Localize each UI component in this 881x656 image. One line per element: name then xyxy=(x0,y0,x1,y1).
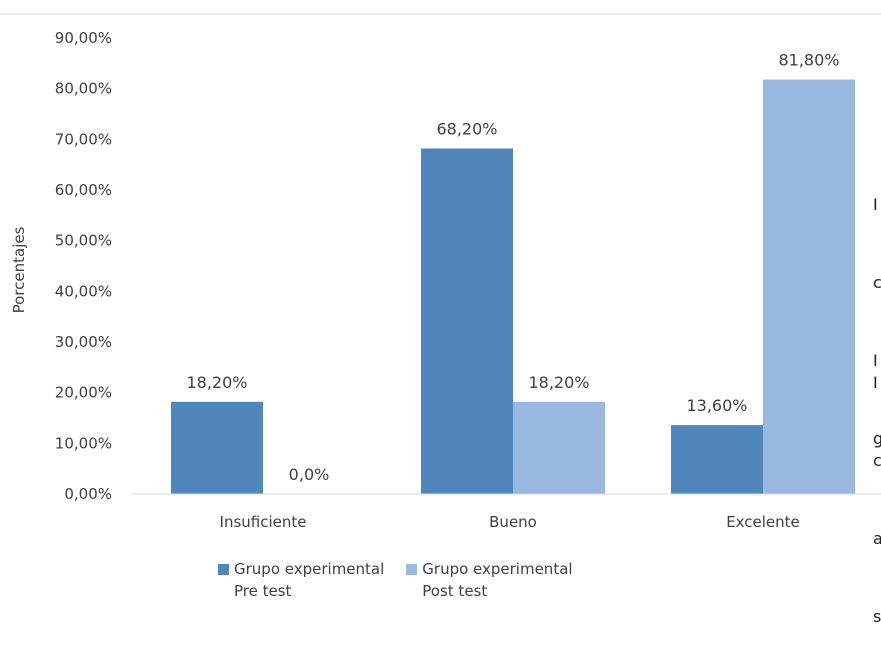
x-tick-label: Bueno xyxy=(489,513,537,531)
x-tick-label: Insuficiente xyxy=(220,513,307,531)
data-label: 18,20% xyxy=(528,373,589,392)
bar xyxy=(513,401,605,494)
side-text-block-1: I c I g xyxy=(873,140,881,478)
x-tick-label: Excelente xyxy=(726,513,800,531)
legend-label-pre-line2: Pre test xyxy=(234,582,292,600)
legend-swatch-post-test xyxy=(406,564,418,575)
legend-label-post-line1: Grupo experimental xyxy=(422,560,573,578)
side-text-line: s xyxy=(873,607,881,626)
side-text-line: c xyxy=(873,273,881,292)
legend-item-post-test: Grupo experimental Post test xyxy=(406,558,573,602)
bar xyxy=(671,425,763,494)
data-label: 18,20% xyxy=(186,373,247,392)
side-text-line: I xyxy=(873,373,878,392)
y-tick-label: 50,00% xyxy=(55,232,112,250)
y-axis-title: Porcentajes xyxy=(10,226,28,313)
y-tick-label: 90,00% xyxy=(55,29,112,47)
side-text-line: g xyxy=(873,429,881,448)
side-text-block-2: I c a s xyxy=(873,318,881,656)
bar xyxy=(171,401,263,494)
bar xyxy=(763,79,855,495)
side-text-line: c xyxy=(873,451,881,470)
y-tick-label: 30,00% xyxy=(55,333,112,351)
bar-chart: Porcentajes 0,00% 10,00% 20,00% 30,00% 40,00… xyxy=(0,13,881,531)
legend-item-pre-test: Grupo experimental Pre test xyxy=(218,558,384,602)
data-label: 68,20% xyxy=(436,119,497,138)
y-tick-label: 10,00% xyxy=(55,434,112,452)
legend-label-post-line2: Post test xyxy=(422,582,488,600)
chart-legend: Grupo experimental Pre test Grupo experi… xyxy=(218,558,573,602)
bar xyxy=(421,148,513,494)
data-label: 0,0% xyxy=(289,465,330,484)
legend-label-pre-line1: Grupo experimental xyxy=(234,560,385,578)
side-text-line: I xyxy=(873,195,878,214)
side-text-line: a xyxy=(873,529,881,548)
y-tick-label: 20,00% xyxy=(55,384,112,402)
y-tick-label: 70,00% xyxy=(55,130,112,148)
y-tick-label: 0,00% xyxy=(64,485,112,503)
side-text-line: I xyxy=(873,351,878,370)
legend-swatch-pre-test xyxy=(218,564,229,575)
data-label: 13,60% xyxy=(686,396,747,415)
y-tick-label: 60,00% xyxy=(55,181,112,199)
data-label: 81,80% xyxy=(778,51,839,70)
y-tick-label: 80,00% xyxy=(55,80,112,98)
y-tick-label: 40,00% xyxy=(55,282,112,300)
